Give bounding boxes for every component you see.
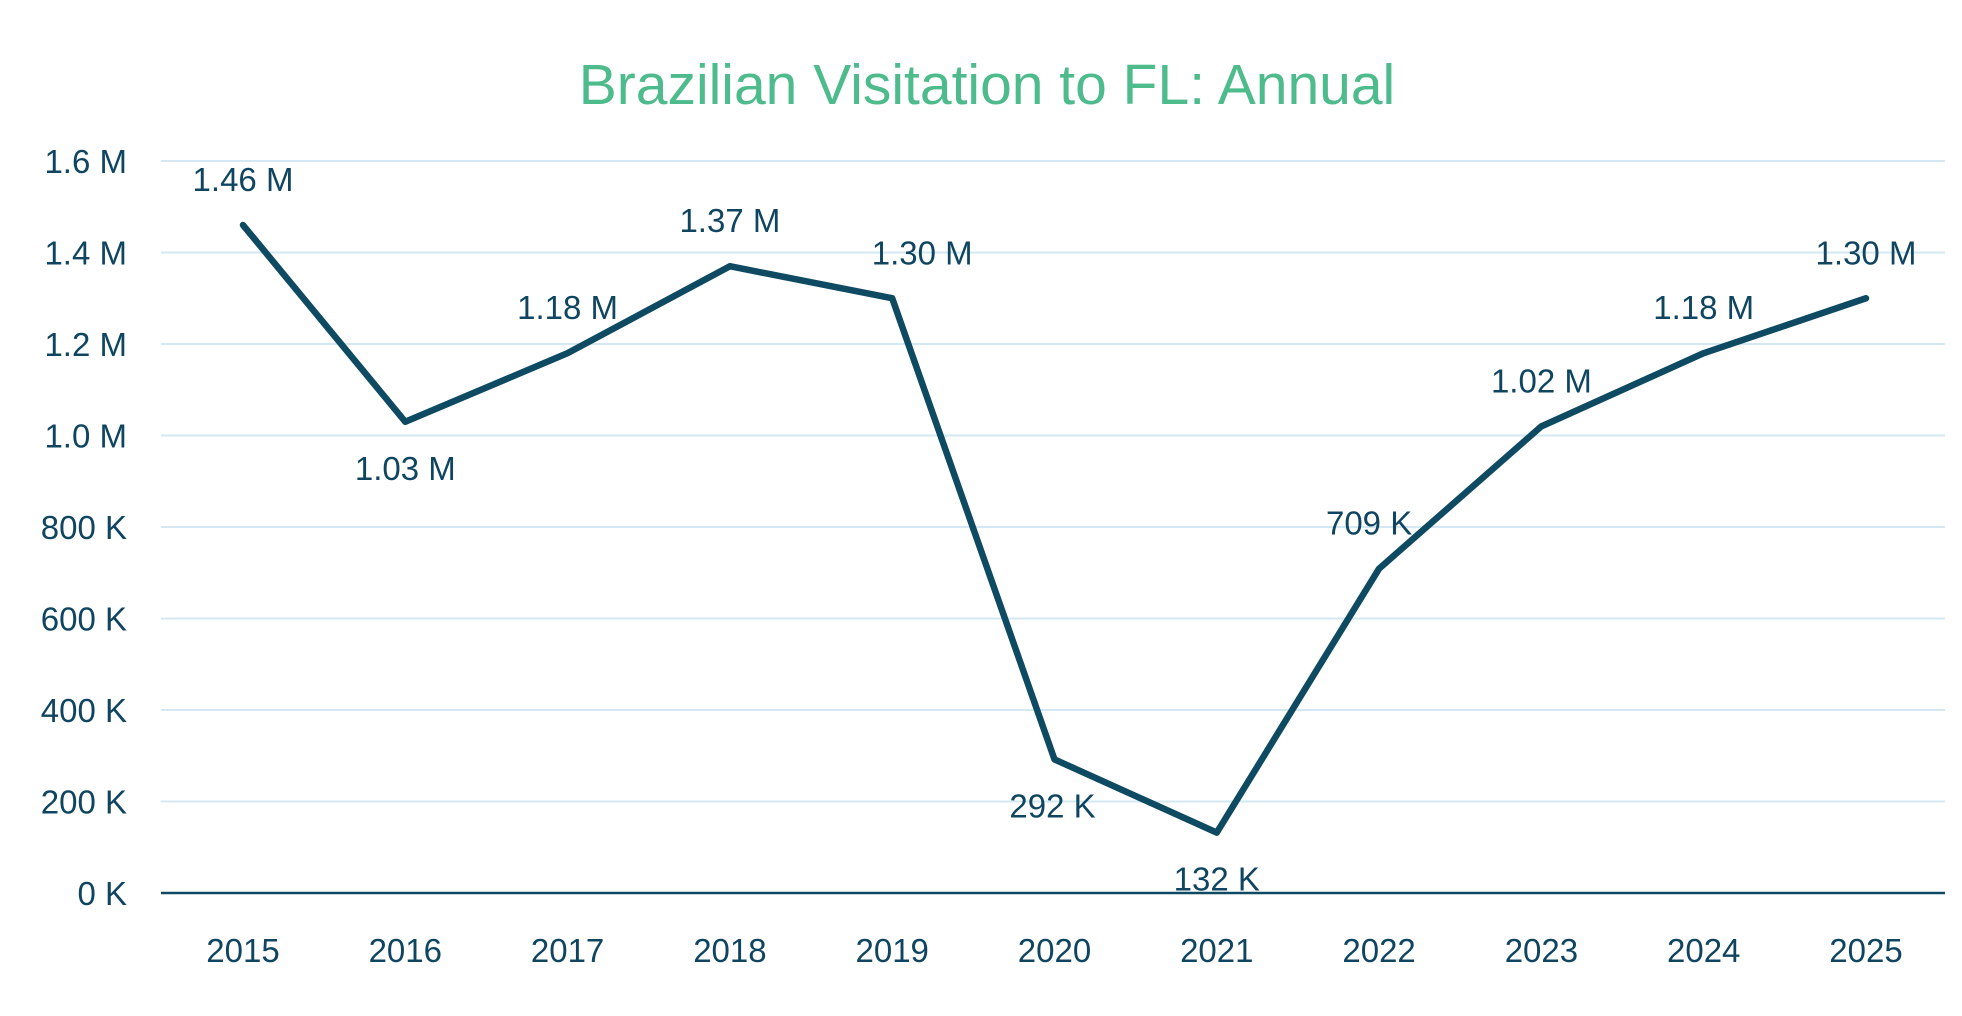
data-label: 1.02 M	[1491, 362, 1592, 399]
data-label: 1.30 M	[1816, 234, 1917, 271]
x-tick-label: 2024	[1667, 932, 1740, 969]
data-point	[240, 222, 246, 229]
data-point	[889, 295, 896, 302]
data-point	[726, 263, 733, 270]
data-label: 1.03 M	[355, 450, 456, 487]
y-tick-label: 1.0 M	[44, 418, 127, 455]
data-label: 1.37 M	[679, 202, 780, 239]
data-label: 1.18 M	[1653, 289, 1754, 326]
data-point	[1051, 756, 1058, 763]
data-point	[1538, 423, 1545, 430]
x-tick-label: 2025	[1829, 932, 1902, 969]
y-tick-label: 400 K	[41, 692, 127, 729]
x-tick-label: 2023	[1505, 932, 1578, 969]
series	[239, 221, 1870, 836]
x-tick-label: 2021	[1180, 932, 1253, 969]
data-point	[564, 350, 571, 357]
y-tick-label: 1.4 M	[44, 235, 127, 272]
x-tick-label: 2015	[206, 932, 279, 969]
x-tick-label: 2019	[855, 932, 928, 969]
x-tick-label: 2018	[693, 932, 766, 969]
data-label: 292 K	[1009, 787, 1095, 824]
data-labels: 1.46 M 1.03 M 1.18 M 1.37 M 1.30 M 292 K 132 K…	[193, 161, 1917, 898]
data-label: 709 K	[1326, 505, 1412, 542]
y-tick-label: 800 K	[41, 509, 127, 546]
x-tick-label: 2020	[1018, 932, 1091, 969]
y-tick-label: 1.6 M	[44, 143, 127, 180]
x-tick-label: 2022	[1342, 932, 1415, 969]
data-point	[1376, 565, 1383, 572]
data-label: 1.18 M	[517, 289, 618, 326]
x-tick-label: 2016	[369, 932, 442, 969]
data-point	[402, 418, 409, 425]
y-tick-label: 0 K	[77, 875, 127, 912]
data-label: 1.46 M	[193, 161, 294, 198]
y-tick-label: 1.2 M	[44, 326, 127, 363]
x-axis: 2015 2016 2017 2018 2019 2020 2021 2022 2023 2024…	[206, 932, 1902, 969]
gridlines	[161, 160, 1945, 895]
data-label: 132 K	[1174, 861, 1260, 898]
x-tick-label: 2017	[531, 932, 604, 969]
data-label: 1.30 M	[872, 234, 973, 271]
data-point	[1863, 295, 1869, 302]
data-point	[1213, 829, 1220, 836]
y-axis: 0 K 200 K 400 K 600 K 800 K 1.0 M 1.2 M 1.4 M 1.…	[41, 143, 127, 912]
y-tick-label: 200 K	[41, 784, 127, 821]
chart-title: Brazilian Visitation to FL: Annual	[579, 53, 1395, 117]
data-point	[1700, 350, 1707, 357]
y-tick-label: 600 K	[41, 601, 127, 638]
series-line	[239, 221, 1870, 836]
